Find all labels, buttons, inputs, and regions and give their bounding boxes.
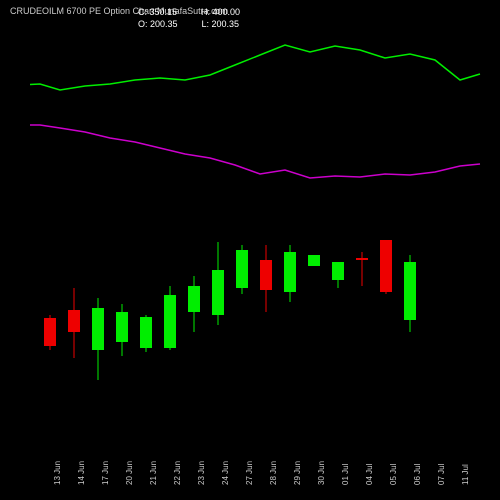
candle-body [188,286,200,312]
candle-body [44,318,56,346]
x-axis-label: 28 Jun [269,461,279,485]
x-axis-label: 13 Jun [53,461,63,485]
candle-body [404,262,416,320]
x-axis-label: 01 Jul [341,464,351,485]
x-axis-label: 11 Jul [461,464,471,485]
high-value: H: 400.00 [201,6,240,18]
x-axis-label: 05 Jul [389,464,399,485]
candle-body [332,262,344,280]
x-axis-label: 17 Jun [101,461,111,485]
chart-container: { "header": { "title": "CRUDEOILM 6700 P… [0,0,500,500]
candle-body [68,310,80,332]
candle-body [140,317,152,348]
x-axis-label: 22 Jun [173,461,183,485]
candle-body [380,240,392,292]
low-value: L: 200.35 [202,18,240,30]
indicator-line [30,125,480,178]
candle-body [356,258,368,260]
x-axis-label: 29 Jun [293,461,303,485]
x-axis-label: 06 Jul [413,464,423,485]
x-axis-label: 14 Jun [77,461,87,485]
candle-body [308,255,320,266]
candle-body [212,270,224,315]
open-value: O: 200.35 [138,18,178,30]
close-value: C: 350.15 [138,6,177,18]
x-axis-label: 23 Jun [197,461,207,485]
candle-body [116,312,128,342]
ohlc-readout: C: 350.15 H: 400.00 O: 200.35 L: 200.35 [138,6,240,30]
x-axis-label: 24 Jun [221,461,231,485]
candle-body [236,250,248,288]
candle-body [164,295,176,348]
candle-body [260,260,272,290]
x-axis-label: 27 Jun [245,461,255,485]
x-axis-label: 04 Jul [365,464,375,485]
x-axis-labels: 13 Jun 14 Jun 17 Jun 20 Jun 21 Jun 22 Jun 23 J… [30,435,490,490]
x-axis-label: 30 Jun [317,461,327,485]
x-axis-label: 07 Jul [437,464,447,485]
x-axis-label: 20 Jun [125,461,135,485]
chart-header: CRUDEOILM 6700 PE Option Chart MunafaSut… [10,6,490,16]
x-axis-label: 21 Jun [149,461,159,485]
candle-body [284,252,296,292]
chart-plot-area [30,30,490,430]
candle-body [92,308,104,350]
indicator-line [30,45,480,90]
chart-svg [30,30,490,430]
